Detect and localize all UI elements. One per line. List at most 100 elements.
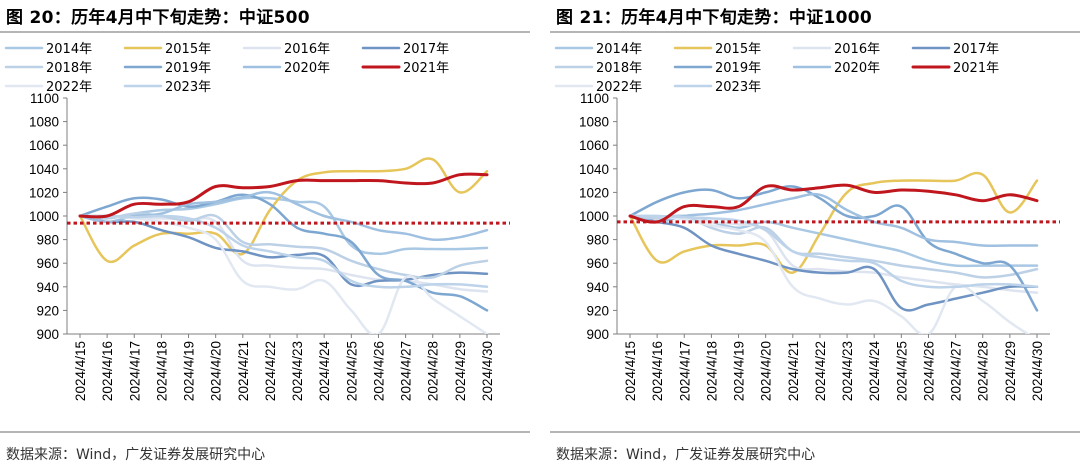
series-line-2015	[628, 171, 1039, 274]
x-tick-label: 2024/4/16	[100, 341, 115, 401]
x-tick-label: 2024/4/22	[263, 341, 278, 401]
x-tick-label: 2024/4/29	[1003, 341, 1018, 401]
x-tick-label: 2024/4/23	[840, 341, 855, 401]
x-tick-label: 2024/4/27	[949, 341, 964, 401]
chart-zz1000: 2014年 2015年 2016年 2017年 2018年 2019年 2020年 2021年…	[554, 42, 1060, 402]
x-tick-label: 2024/4/30	[480, 341, 495, 401]
chart-zz500: 2014年 2015年 2016年 2017年 2018年 2019年 2020年 2021年…	[4, 42, 510, 402]
x-tick-label: 2024/4/25	[344, 341, 359, 401]
legend-label-2022: 2022年	[596, 80, 642, 95]
legend-label-2014: 2014年	[596, 42, 642, 57]
chart-panel-zz500: 图 20：历年4月中下旬走势：中证500 2014年 2015年 2016年 2017…	[0, 0, 530, 467]
legend-label-2021: 2021年	[403, 61, 449, 76]
series-line-2023	[628, 214, 1039, 289]
legend-label-2020: 2020年	[284, 61, 330, 76]
series-line-2022	[78, 214, 489, 334]
series-line-2020	[78, 190, 489, 241]
y-tick-label: 1060	[29, 138, 59, 153]
y-tick-label: 940	[586, 280, 609, 295]
x-tick-label: 2024/4/28	[426, 341, 441, 401]
legend-label-2018: 2018年	[596, 61, 642, 76]
x-tick-label: 2024/4/27	[399, 341, 414, 401]
legend-label-2014: 2014年	[46, 42, 92, 57]
x-tick-label: 2024/4/21	[786, 341, 801, 401]
y-tick-label: 940	[36, 280, 59, 295]
x-tick-label: 2024/4/19	[732, 341, 747, 401]
top-rule	[550, 31, 1080, 33]
series-line-2023	[78, 214, 489, 289]
source-note: 数据来源：Wind，广发证券发展研究中心	[6, 447, 266, 463]
x-tick-label: 2024/4/25	[894, 341, 909, 401]
chart-title: 图 20：历年4月中下旬走势：中证500	[6, 8, 310, 28]
y-tick-label: 900	[586, 327, 609, 342]
bottom-rule	[0, 431, 530, 433]
y-tick-label: 1040	[29, 162, 59, 177]
chart-title: 图 21：历年4月中下旬走势：中证1000	[556, 8, 873, 28]
x-tick-label: 2024/4/20	[209, 341, 224, 401]
y-tick-label: 1040	[579, 162, 609, 177]
x-tick-label: 2024/4/26	[371, 341, 386, 401]
series-line-2017	[628, 214, 1039, 312]
x-tick-label: 2024/4/20	[759, 341, 774, 401]
y-tick-label: 1080	[29, 115, 59, 130]
legend-label-2019: 2019年	[715, 61, 761, 76]
series-line-2019	[628, 185, 1039, 312]
source-note: 数据来源：Wind，广发证券发展研究中心	[556, 447, 816, 463]
x-tick-label: 2024/4/16	[650, 341, 665, 401]
x-tick-label: 2024/4/29	[453, 341, 468, 401]
x-tick-label: 2024/4/15	[73, 341, 88, 401]
x-tick-label: 2024/4/30	[1030, 341, 1045, 401]
y-tick-label: 960	[586, 256, 609, 271]
series-line-2014	[78, 196, 489, 256]
x-tick-label: 2024/4/17	[677, 341, 692, 401]
series-line-2019	[78, 193, 489, 312]
legend-label-2018: 2018年	[46, 61, 92, 76]
y-tick-label: 1000	[579, 209, 609, 224]
y-tick-label: 980	[586, 233, 609, 248]
legend-label-2017: 2017年	[953, 42, 999, 57]
legend-label-2016: 2016年	[284, 42, 330, 57]
x-tick-label: 2024/4/24	[867, 341, 882, 402]
top-rule	[0, 31, 530, 33]
series-line-2021	[628, 183, 1039, 224]
legend-label-2016: 2016年	[834, 42, 880, 57]
x-tick-label: 2024/4/15	[623, 341, 638, 401]
x-tick-label: 2024/4/21	[236, 341, 251, 401]
y-tick-label: 1020	[29, 185, 59, 200]
x-tick-label: 2024/4/18	[154, 341, 169, 401]
x-tick-label: 2024/4/22	[813, 341, 828, 401]
legend-label-2015: 2015年	[165, 42, 211, 57]
x-tick-label: 2024/4/26	[921, 341, 936, 401]
chart-panel-zz1000: 图 21：历年4月中下旬走势：中证1000 2014年 2015年 2016年 201…	[550, 0, 1080, 467]
series-line-2015	[78, 157, 489, 264]
x-tick-label: 2024/4/19	[182, 341, 197, 401]
y-tick-label: 900	[36, 327, 59, 342]
y-tick-label: 1100	[30, 91, 59, 106]
legend-label-2023: 2023年	[165, 80, 211, 95]
y-tick-label: 960	[36, 256, 59, 271]
legend-label-2021: 2021年	[953, 61, 999, 76]
legend-label-2020: 2020年	[834, 61, 880, 76]
y-tick-label: 920	[586, 303, 609, 318]
x-tick-label: 2024/4/28	[976, 341, 991, 401]
series-line-2018	[628, 214, 1039, 279]
x-tick-label: 2024/4/18	[704, 341, 719, 401]
legend-label-2022: 2022年	[46, 80, 92, 95]
y-tick-label: 1100	[580, 91, 609, 106]
x-tick-label: 2024/4/23	[290, 341, 305, 401]
x-tick-label: 2024/4/24	[317, 341, 332, 402]
y-tick-label: 980	[36, 233, 59, 248]
legend-label-2017: 2017年	[403, 42, 449, 57]
series-line-2020	[628, 192, 1039, 248]
y-tick-label: 1080	[579, 115, 609, 130]
y-tick-label: 1000	[29, 209, 59, 224]
legend-label-2023: 2023年	[715, 80, 761, 95]
series-line-2021	[78, 172, 489, 219]
legend-label-2019: 2019年	[165, 61, 211, 76]
y-tick-label: 920	[36, 303, 59, 318]
x-tick-label: 2024/4/17	[127, 341, 142, 401]
series-line-2017	[78, 214, 489, 288]
y-tick-label: 1060	[579, 138, 609, 153]
legend-label-2015: 2015年	[715, 42, 761, 57]
bottom-rule	[550, 431, 1080, 433]
